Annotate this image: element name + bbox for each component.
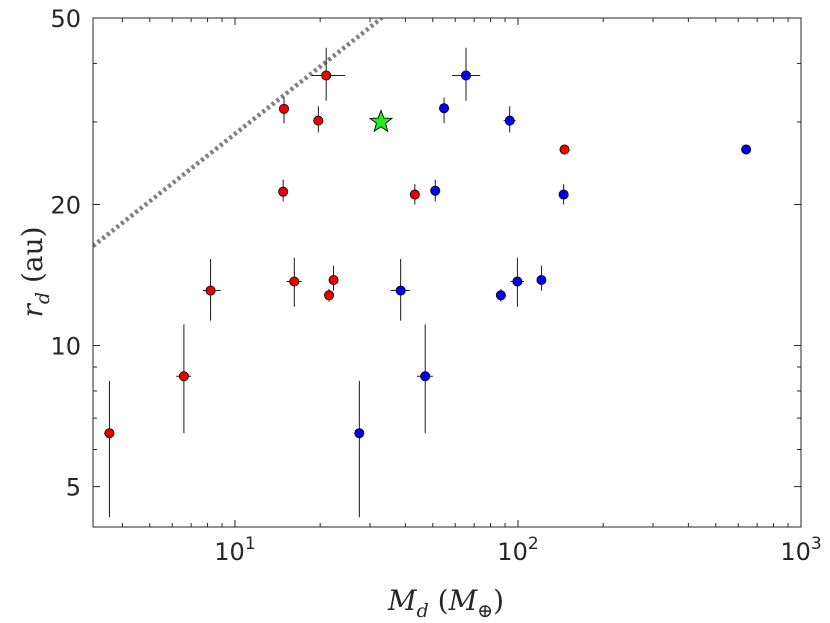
blue-point xyxy=(536,274,547,285)
red-point xyxy=(178,371,189,382)
plot-frame xyxy=(92,17,802,528)
blue-point xyxy=(430,185,441,196)
y-tick-label: 20 xyxy=(50,191,81,219)
red-point xyxy=(324,290,335,301)
blue-point xyxy=(504,115,515,126)
blue-point xyxy=(460,70,471,81)
red-point xyxy=(559,144,570,155)
blue-point xyxy=(512,276,523,287)
red-point xyxy=(289,276,300,287)
x-axis-label: Md (M⊕) xyxy=(387,584,504,622)
y-tick-label: 10 xyxy=(50,333,81,361)
y-tick-label: 5 xyxy=(66,474,81,502)
star-marker xyxy=(368,109,394,133)
red-point xyxy=(104,428,115,439)
y-axis-label: rd (au) xyxy=(16,226,54,317)
red-point xyxy=(278,186,289,197)
red-point xyxy=(328,274,339,285)
red-point xyxy=(409,189,420,200)
y-tick-label: 50 xyxy=(50,5,81,33)
red-point xyxy=(205,285,216,296)
x-tick-label: 102 xyxy=(497,534,538,566)
x-tick-label: 103 xyxy=(780,534,821,566)
blue-point xyxy=(558,189,569,200)
blue-point xyxy=(495,290,506,301)
reference-line xyxy=(93,18,384,248)
red-point xyxy=(321,70,332,81)
red-point xyxy=(313,115,324,126)
blue-point xyxy=(354,428,365,439)
red-point xyxy=(278,103,289,114)
blue-point xyxy=(439,103,450,114)
blue-point xyxy=(420,371,431,382)
blue-point xyxy=(741,144,752,155)
x-tick-label: 101 xyxy=(214,534,255,566)
blue-point xyxy=(395,285,406,296)
